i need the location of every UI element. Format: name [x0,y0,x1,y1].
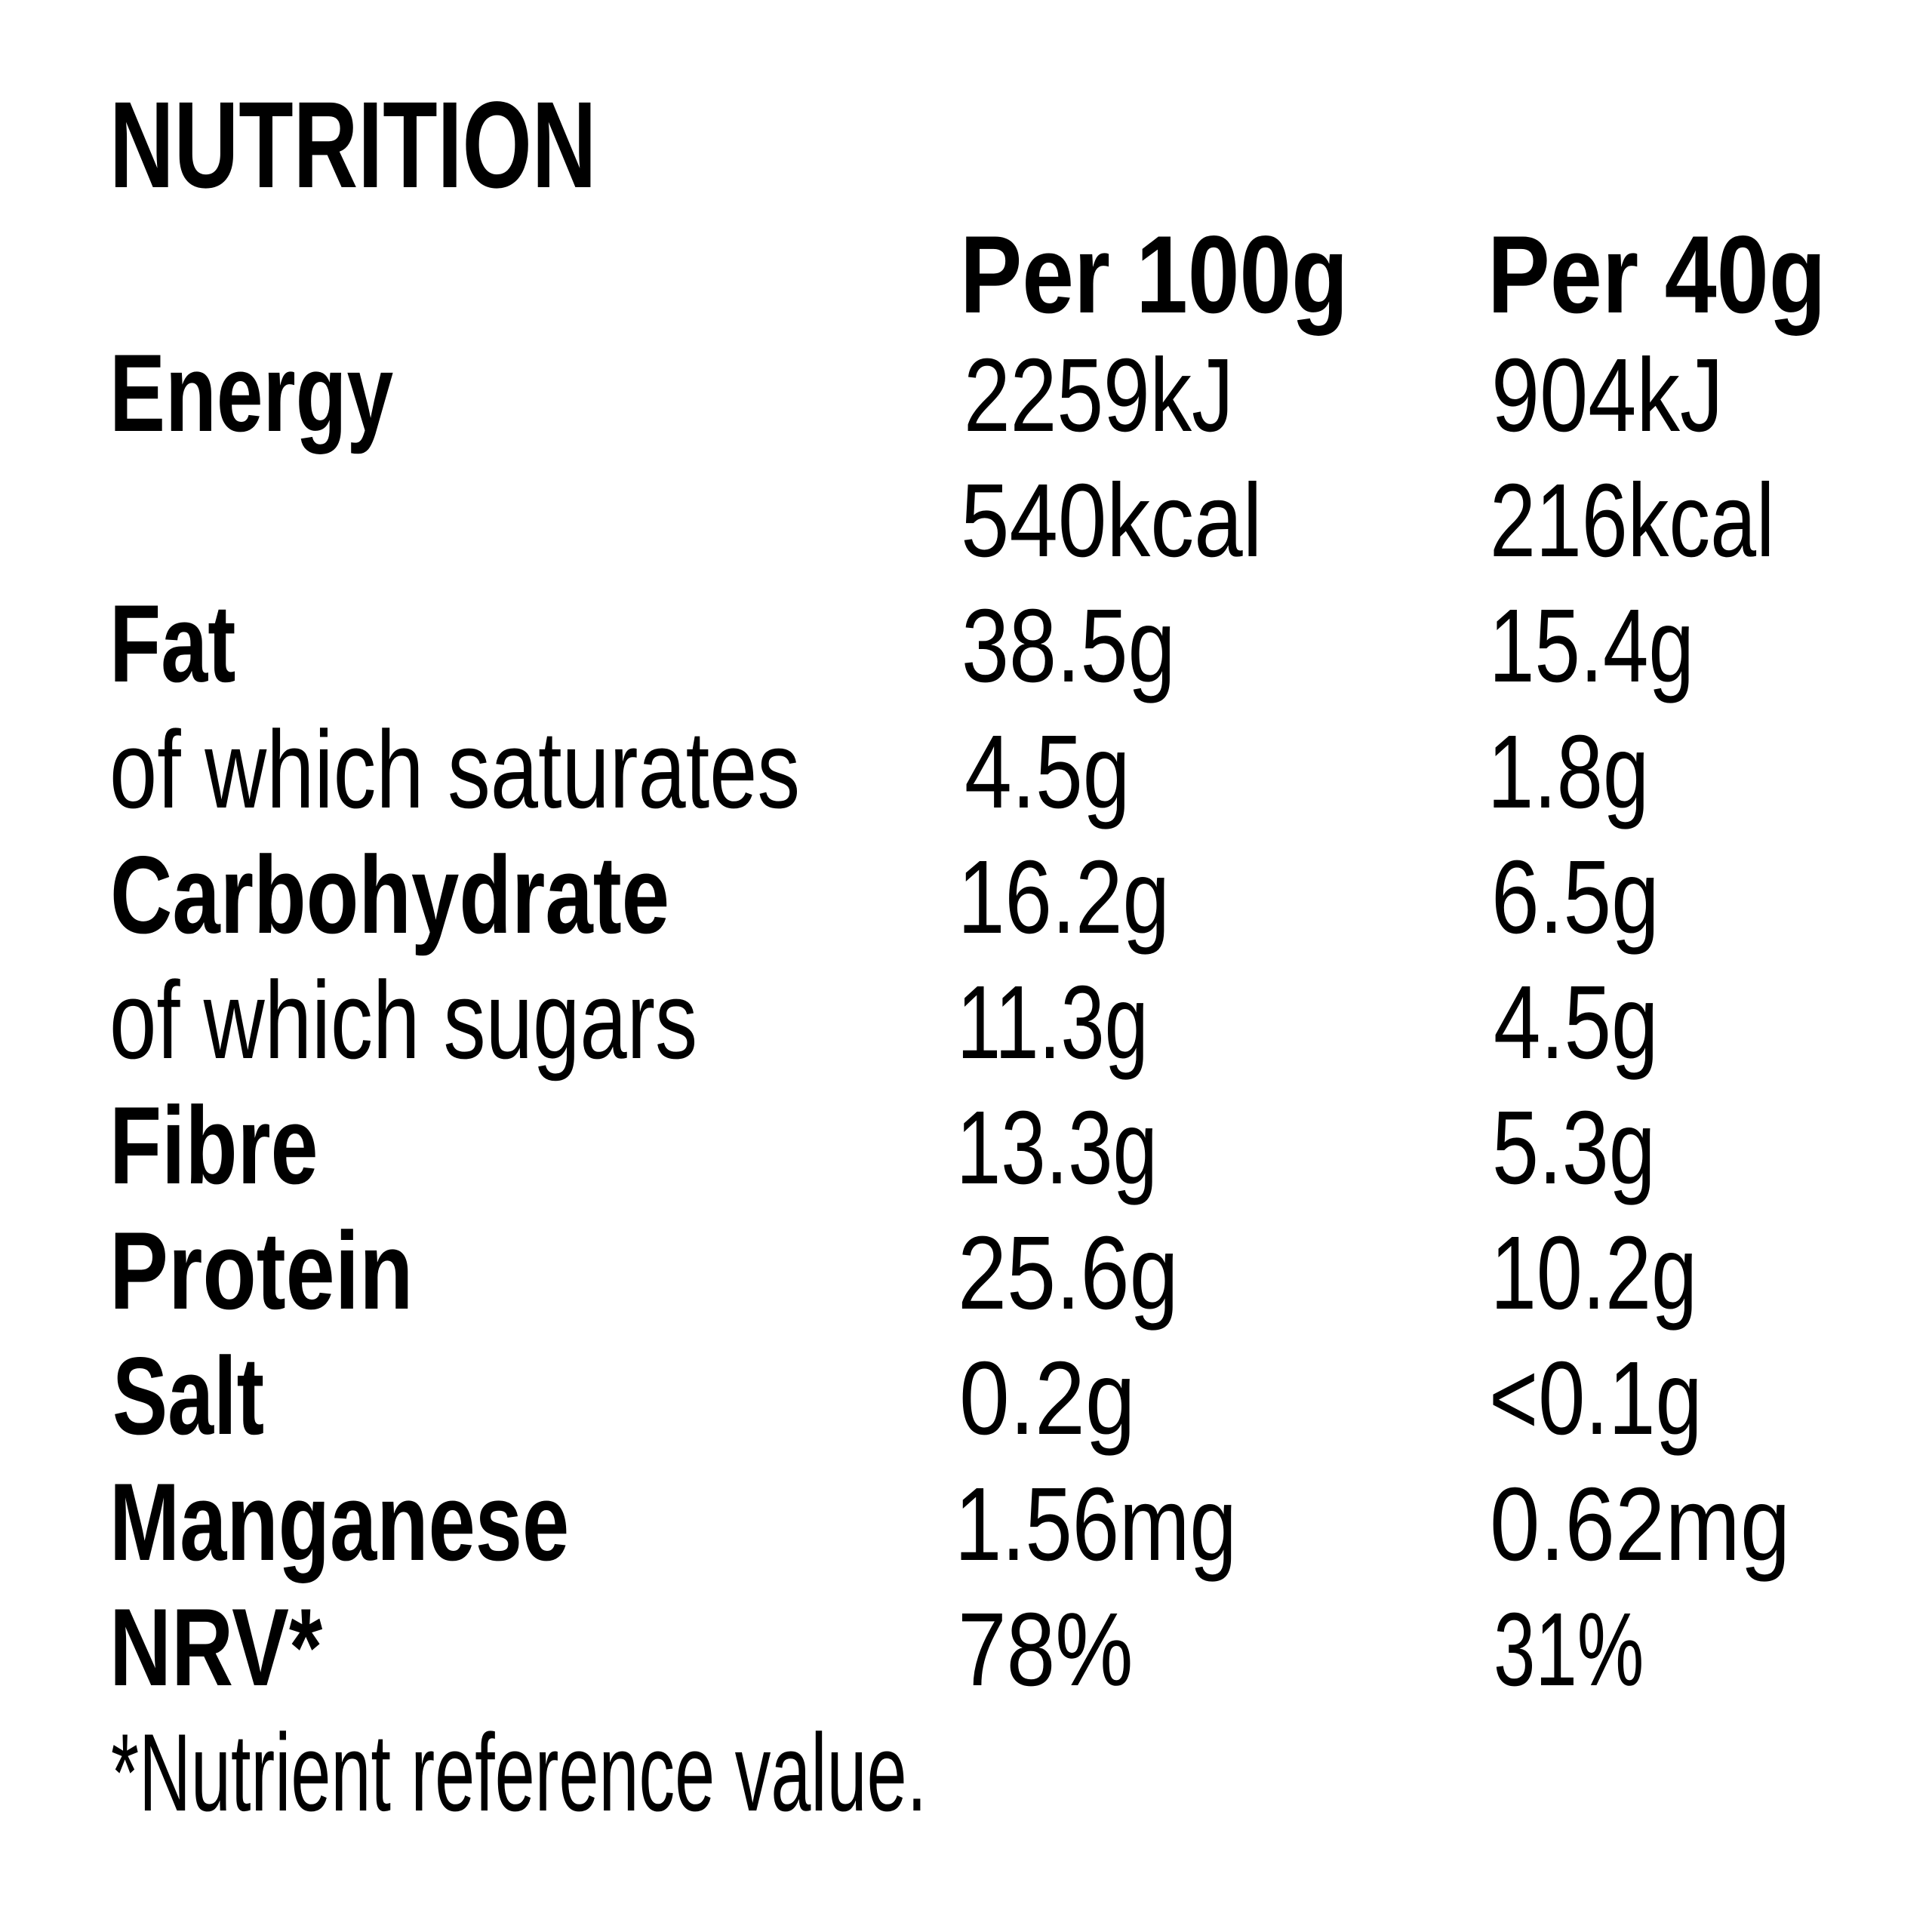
svg-text:of which saturates: of which saturates [109,708,800,831]
svg-text:2259kJ: 2259kJ [964,337,1234,454]
svg-text:904kJ: 904kJ [1491,337,1724,454]
svg-text:15.4g: 15.4g [1489,588,1694,704]
svg-text:11.3g: 11.3g [957,964,1149,1081]
svg-text:Fibre: Fibre [109,1084,318,1207]
svg-text:0.2g: 0.2g [959,1340,1136,1457]
svg-text:<0.1g: <0.1g [1489,1340,1703,1457]
svg-text:0.62mg: 0.62mg [1490,1466,1790,1583]
svg-text:540kcal: 540kcal [961,463,1262,579]
svg-text:Manganese: Manganese [109,1460,569,1583]
svg-text:25.6g: 25.6g [958,1215,1179,1331]
svg-text:31%: 31% [1494,1592,1644,1708]
svg-text:Carbohydrate: Carbohydrate [110,833,669,956]
svg-text:Energy: Energy [109,331,393,454]
svg-text:6.5g: 6.5g [1491,839,1660,955]
svg-text:1.8g: 1.8g [1487,714,1649,830]
svg-text:1.56mg: 1.56mg [955,1466,1237,1583]
svg-text:78%: 78% [958,1592,1134,1708]
svg-text:Per 40g: Per 40g [1487,213,1826,336]
svg-text:16.2g: 16.2g [958,839,1170,955]
svg-text:Protein: Protein [109,1209,414,1332]
svg-text:*Nutrient reference value.: *Nutrient reference value. [111,1711,927,1834]
svg-text:10.2g: 10.2g [1491,1215,1697,1331]
svg-text:216kcal: 216kcal [1490,463,1774,579]
svg-text:Salt: Salt [112,1334,264,1457]
svg-text:NUTRITION: NUTRITION [109,75,596,214]
svg-text:4.5g: 4.5g [1494,964,1658,1081]
svg-text:38.5g: 38.5g [961,588,1176,704]
svg-text:4.5g: 4.5g [964,714,1130,830]
svg-text:NRV*: NRV* [109,1586,322,1709]
svg-text:13.3g: 13.3g [956,1090,1158,1206]
svg-text:Fat: Fat [109,582,235,705]
svg-text:5.3g: 5.3g [1492,1090,1656,1206]
svg-text:of which sugars: of which sugars [109,958,697,1081]
svg-text:Per 100g: Per 100g [960,213,1349,336]
